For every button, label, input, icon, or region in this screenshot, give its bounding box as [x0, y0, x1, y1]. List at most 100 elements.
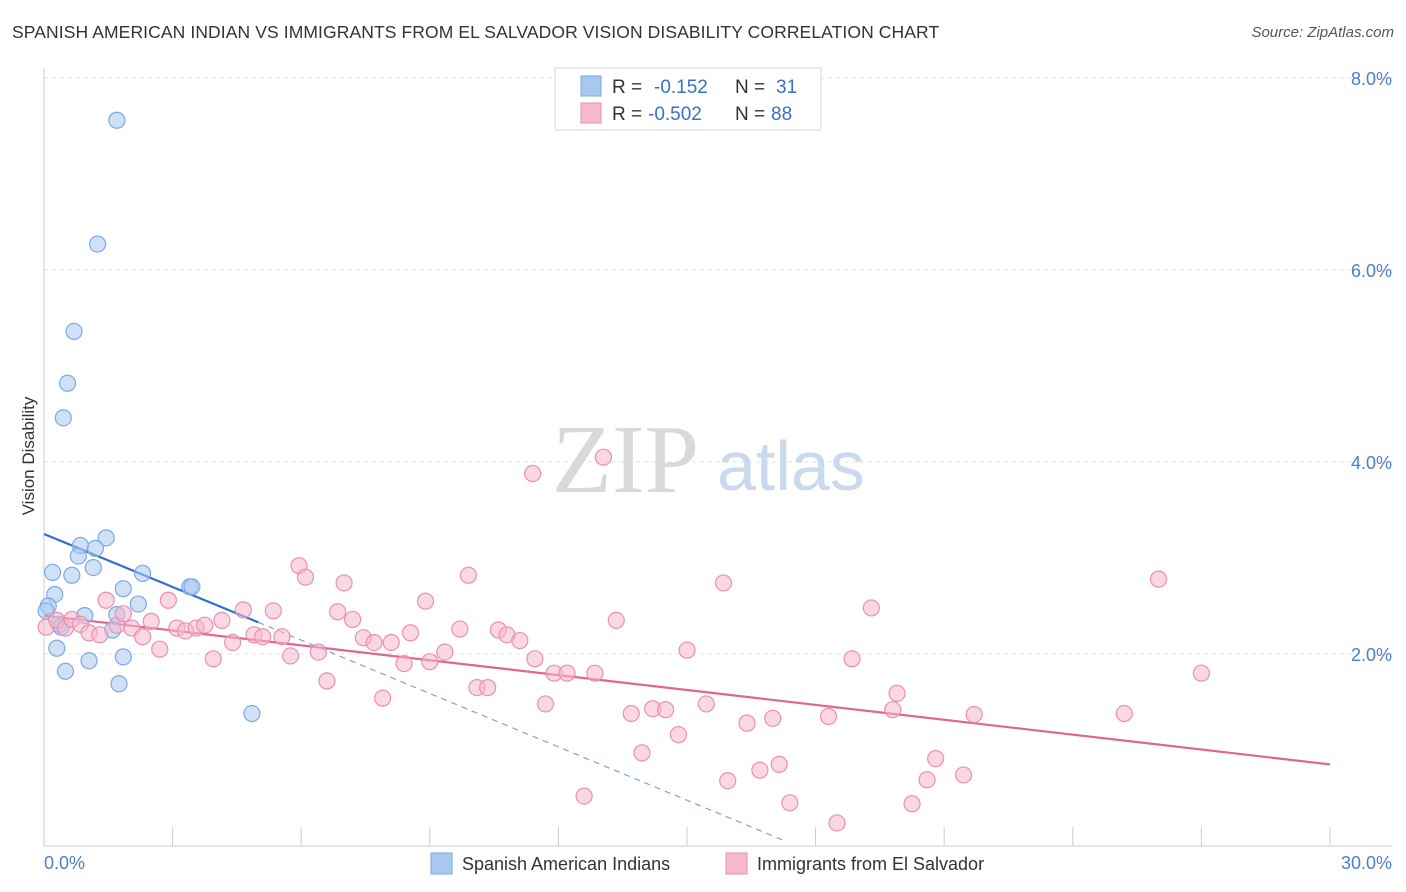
data-point-series-2 [374, 689, 392, 707]
data-point-series-2 [536, 695, 555, 713]
data-point-series-2 [719, 772, 737, 790]
data-point-series-2 [511, 631, 529, 650]
data-point-series-1 [80, 652, 98, 670]
data-point-series-2 [436, 643, 454, 661]
data-point-series-2 [224, 633, 242, 652]
data-point-series-1 [54, 409, 72, 427]
data-point-series-2 [196, 616, 214, 634]
data-point-series-1 [65, 322, 83, 341]
data-point-series-2 [479, 678, 497, 697]
stats-legend-n-value-1: 31 [776, 77, 797, 98]
data-point-series-2 [586, 664, 604, 682]
data-point-series-2 [918, 771, 936, 789]
data-point-series-2 [633, 744, 651, 762]
data-point-series-2 [903, 795, 921, 813]
chart-title: SPANISH AMERICAN INDIAN VS IMMIGRANTS FR… [12, 22, 940, 42]
data-point-series-2 [91, 626, 109, 644]
stats-legend-r-value-1: -0.152 [654, 77, 708, 98]
stats-legend-swatch-blue [580, 75, 602, 97]
data-point-series-2 [318, 672, 336, 690]
grid-lines [44, 77, 1392, 655]
data-point-series-1 [63, 566, 81, 584]
data-point-series-2 [159, 591, 177, 609]
data-point-series-2 [133, 628, 152, 646]
data-point-series-2 [828, 814, 846, 832]
x-tick-marks [43, 827, 1331, 846]
stats-legend: R = -0.152 N = 31 R = -0.502 N = 88 [554, 67, 822, 131]
data-point-series-2 [526, 650, 544, 668]
series-legend-swatch-blue [430, 852, 453, 875]
data-point-series-2 [1115, 704, 1133, 723]
data-point-series-1 [114, 648, 132, 666]
data-point-series-2 [697, 695, 715, 713]
source-credit: Source: ZipAtlas.com [1251, 24, 1394, 41]
data-point-series-2 [558, 664, 576, 682]
data-point-series-2 [656, 701, 675, 719]
data-point-series-2 [344, 610, 362, 629]
data-point-series-1 [133, 564, 152, 582]
data-point-series-1 [43, 563, 62, 582]
stats-legend-r-label-2: R = [612, 104, 642, 125]
data-point-series-2 [97, 591, 115, 609]
data-point-series-2 [669, 726, 688, 744]
data-point-series-1 [243, 704, 261, 723]
data-point-series-2 [738, 714, 756, 732]
data-point-series-2 [843, 650, 861, 668]
data-point-series-2 [884, 701, 902, 719]
data-point-series-1 [114, 580, 132, 598]
data-point-series-2 [819, 707, 838, 726]
data-point-series-2 [335, 574, 353, 592]
data-point-series-2 [421, 653, 439, 671]
data-point-series-2 [764, 709, 782, 727]
data-point-series-2 [401, 624, 420, 642]
y-tick-labels: 2.0% 4.0% 6.0% 8.0% [1351, 69, 1392, 665]
data-point-series-1 [88, 235, 107, 253]
data-point-series-2 [524, 464, 542, 483]
data-point-series-2 [329, 603, 347, 621]
stats-legend-swatch-pink [580, 102, 602, 124]
data-point-series-2 [954, 766, 973, 784]
watermark: ZIP atlas [552, 406, 865, 514]
data-points [37, 111, 1211, 832]
y-tick-label: 6.0% [1351, 261, 1392, 281]
data-point-series-2 [151, 640, 169, 658]
x-tick-label-min: 0.0% [44, 853, 85, 873]
data-point-series-1 [48, 639, 66, 657]
y-axis-title: Vision Disability [19, 396, 38, 515]
data-point-series-1 [58, 374, 77, 392]
watermark-zip: ZIP [552, 406, 699, 514]
x-tick-label-max: 30.0% [1341, 853, 1392, 873]
series-legend-label-1: Spanish American Indians [462, 854, 670, 874]
data-point-series-1 [129, 595, 147, 613]
data-point-series-2 [309, 643, 327, 661]
data-point-series-1 [108, 111, 126, 129]
data-point-series-2 [714, 574, 733, 592]
trend-lines [43, 532, 1331, 842]
data-point-series-1 [69, 547, 87, 565]
data-point-series-2 [273, 628, 291, 646]
data-point-series-2 [1149, 570, 1168, 588]
data-point-series-2 [254, 628, 272, 646]
series-legend: Spanish American Indians Immigrants from… [430, 852, 984, 875]
data-point-series-2 [416, 592, 435, 610]
stats-legend-n-value-2: 88 [771, 104, 792, 125]
data-point-series-2 [781, 794, 799, 812]
data-point-series-2 [204, 650, 222, 668]
data-point-series-2 [927, 750, 945, 768]
data-point-series-2 [965, 705, 983, 724]
data-point-series-2 [607, 611, 625, 630]
data-point-series-2 [678, 641, 696, 659]
data-point-series-2 [451, 620, 469, 638]
data-point-series-1 [110, 675, 128, 693]
data-point-series-2 [213, 611, 231, 630]
data-point-series-2 [751, 761, 769, 779]
stats-legend-n-label-2: N = [735, 104, 765, 125]
data-point-series-2 [770, 755, 788, 774]
axes [43, 68, 1392, 847]
y-tick-label: 2.0% [1351, 645, 1392, 665]
data-point-series-2 [142, 612, 160, 630]
watermark-atlas: atlas [717, 427, 865, 505]
stats-legend-r-value-2: -0.502 [648, 104, 702, 125]
data-point-series-2 [459, 566, 477, 584]
